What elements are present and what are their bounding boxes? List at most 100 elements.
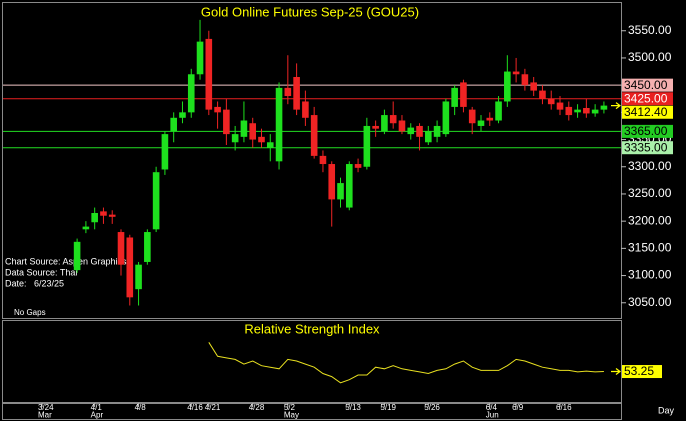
y-tick-label: 3300.00: [628, 159, 672, 173]
candle-body: [345, 164, 353, 208]
candle-body: [512, 71, 520, 75]
candle-body: [486, 117, 494, 121]
note: Data Source: Thai: [5, 267, 77, 277]
level-box: [622, 92, 673, 106]
candle-body: [170, 117, 177, 132]
candle-body: [337, 183, 344, 200]
y-tick-label: 3150.00: [628, 241, 672, 255]
y-tick-label: 3250.00: [628, 186, 672, 200]
candle-body: [425, 131, 432, 143]
candle-body: [135, 264, 142, 290]
candle-body: [556, 102, 564, 110]
level-label: 3335.00: [624, 140, 668, 154]
rsi-panel: [2, 320, 622, 403]
candle-body: [363, 125, 371, 167]
level-box: [622, 124, 673, 138]
candle-body: [223, 109, 230, 135]
candle-body: [407, 127, 415, 135]
rsi-line: [208, 342, 604, 384]
candle-body: [460, 82, 467, 107]
month-label: May: [284, 411, 299, 420]
x-tick-label: 6/4: [486, 403, 498, 412]
candle-body: [293, 76, 300, 110]
rsi-title: Relative Strength Index: [244, 321, 380, 336]
x-tick-label: 6/9: [512, 403, 524, 412]
candle-body: [319, 155, 327, 165]
candle-body: [240, 120, 248, 137]
y-tick-label: 3550.00: [628, 23, 672, 37]
candle-body: [91, 213, 98, 223]
candle-body: [249, 123, 257, 140]
candle-body: [266, 142, 274, 148]
x-tick-label: 6/16: [556, 403, 572, 412]
price-panel: [2, 2, 622, 319]
candle-body: [100, 211, 107, 216]
x-tick-label: 4/8: [135, 403, 147, 412]
candle-body: [591, 109, 599, 114]
candle-body: [381, 115, 388, 132]
candle-body: [205, 38, 213, 110]
candle-body: [284, 87, 292, 97]
candle-body: [73, 241, 81, 271]
level-label: 3365.00: [624, 124, 668, 138]
x-tick-label: 5/13: [345, 403, 361, 412]
level-box: [622, 105, 673, 119]
gap-note: No Gaps: [14, 308, 46, 317]
rsi-box: [622, 365, 662, 379]
candle-body: [161, 134, 169, 170]
candle-body: [468, 109, 476, 124]
candle-body: [547, 98, 555, 105]
candle-body: [530, 82, 537, 91]
candle-body: [433, 125, 441, 137]
note: Chart Source: Aspen Graphics: [5, 256, 127, 266]
chart-title: Gold Online Futures Sep-25 (GOU25): [201, 4, 419, 19]
candle-body: [82, 226, 90, 230]
candle-body: [372, 125, 379, 129]
month-label: Jun: [486, 411, 499, 420]
candle-body: [574, 109, 581, 113]
x-tick-label: 4/1: [91, 403, 103, 412]
level-label: 3450.00: [624, 78, 668, 92]
note: Date: 6/23/25: [5, 278, 64, 288]
candle-body: [583, 108, 590, 114]
y-tick-label: 3500.00: [628, 50, 672, 64]
level-box: [622, 78, 673, 92]
candle-body: [389, 115, 397, 124]
date-axis: [2, 403, 622, 420]
x-tick-label: 5/2: [284, 403, 296, 412]
level-label: 3412.40: [624, 105, 668, 119]
candle-body: [231, 134, 239, 143]
level-box: [622, 141, 673, 155]
x-tick-label: 4/21: [205, 403, 221, 412]
candle-body: [495, 101, 502, 121]
x-tick-label: 5/19: [380, 403, 396, 412]
candle-body: [442, 101, 450, 135]
candle-body: [117, 232, 125, 265]
candle-body: [108, 214, 116, 217]
month-label: Apr: [91, 411, 104, 420]
x-tick-label: 4/28: [249, 403, 265, 412]
candle-body: [126, 237, 134, 298]
candle-body: [214, 106, 221, 113]
candle-body: [310, 115, 318, 156]
candle-body: [451, 87, 458, 107]
x-tick-label: 5/26: [424, 403, 440, 412]
y-tick-label: 3050.00: [628, 295, 672, 309]
candle-body: [302, 101, 309, 118]
candle-body: [600, 105, 608, 110]
candle-body: [152, 172, 160, 230]
candle-body: [275, 87, 283, 162]
candle-body: [416, 125, 423, 137]
candle-body: [258, 136, 265, 143]
x-unit: Day: [658, 405, 675, 415]
price-arrow: [611, 102, 621, 110]
candle-body: [179, 112, 186, 118]
candle-body: [354, 164, 362, 168]
y-tick-label: 3100.00: [628, 268, 672, 282]
candle-body: [539, 90, 546, 99]
candle-body: [196, 41, 204, 75]
y-tick-label: 3200.00: [628, 213, 672, 227]
candle-body: [504, 71, 511, 102]
candle-body: [521, 74, 529, 86]
